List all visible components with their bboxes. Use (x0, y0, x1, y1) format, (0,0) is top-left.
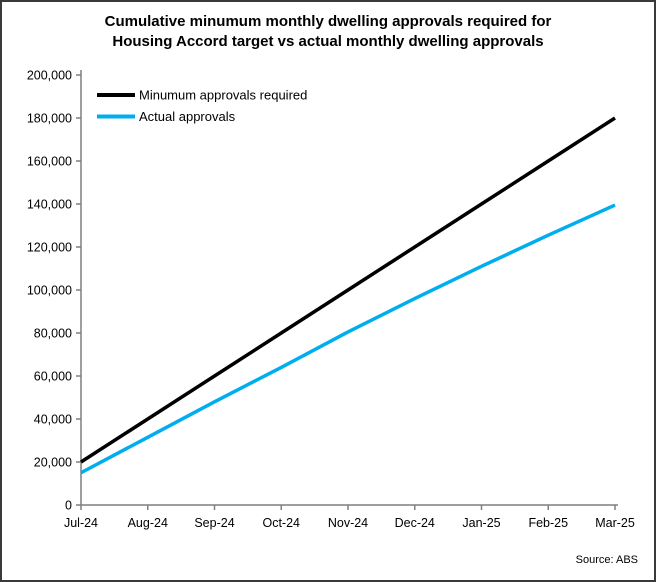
y-axis-tick-label: 200,000 (27, 69, 72, 83)
x-axis-tick-label: Dec-24 (395, 516, 435, 530)
x-axis-tick-label: Mar-25 (595, 516, 635, 530)
y-axis-tick-label: 140,000 (27, 198, 72, 212)
source-note: Source: ABS (575, 554, 638, 566)
x-axis-tick-label: Feb-25 (528, 516, 568, 530)
y-axis-tick-label: 100,000 (27, 284, 72, 298)
x-axis-tick-label: Oct-24 (262, 516, 300, 530)
y-axis-tick-label: 0 (65, 499, 72, 513)
legend-label: Minumum approvals required (139, 88, 307, 103)
series-line-required (80, 116, 616, 464)
x-axis-tick-label: Aug-24 (128, 516, 168, 530)
x-axis-tick-label: Nov-24 (328, 516, 368, 530)
y-axis-tick-label: 20,000 (34, 456, 72, 470)
x-axis-tick-label: Jan-25 (462, 516, 500, 530)
chart-title-line1: Cumulative minumum monthly dwelling appr… (104, 13, 552, 30)
y-axis-tick-label: 80,000 (34, 327, 72, 341)
chart-title-line2: Housing Accord target vs actual monthly … (112, 33, 544, 50)
y-axis-tick-label: 60,000 (34, 370, 72, 384)
y-axis-tick-label: 180,000 (27, 112, 72, 126)
legend-label: Actual approvals (139, 109, 236, 124)
y-axis-tick-label: 160,000 (27, 155, 72, 169)
x-axis-tick-label: Sep-24 (194, 516, 234, 530)
y-axis-tick-label: 40,000 (34, 413, 72, 427)
series-line-actual (80, 203, 616, 475)
x-axis-tick-label: Jul-24 (64, 516, 98, 530)
y-axis-tick-label: 120,000 (27, 241, 72, 255)
chart-title: Cumulative minumum monthly dwelling appr… (2, 12, 654, 52)
